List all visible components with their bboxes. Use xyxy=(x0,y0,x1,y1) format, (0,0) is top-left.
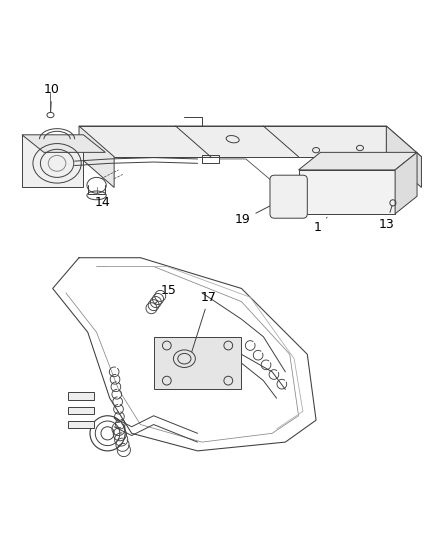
Text: 1: 1 xyxy=(313,217,326,233)
Polygon shape xyxy=(385,126,420,188)
Bar xyxy=(68,392,93,400)
Polygon shape xyxy=(298,152,416,170)
Polygon shape xyxy=(394,152,416,214)
Polygon shape xyxy=(22,135,83,188)
Bar xyxy=(68,407,93,415)
Text: 15: 15 xyxy=(154,284,176,304)
FancyBboxPatch shape xyxy=(269,175,307,218)
Bar xyxy=(68,421,93,429)
Polygon shape xyxy=(298,170,394,214)
Text: 19: 19 xyxy=(234,200,281,227)
Polygon shape xyxy=(153,337,241,390)
Text: 10: 10 xyxy=(44,83,60,112)
Polygon shape xyxy=(79,126,420,157)
Text: 17: 17 xyxy=(191,290,216,352)
Polygon shape xyxy=(22,135,105,152)
Polygon shape xyxy=(79,126,385,157)
Text: 13: 13 xyxy=(378,206,393,231)
Text: 14: 14 xyxy=(94,193,110,209)
Polygon shape xyxy=(79,126,114,188)
